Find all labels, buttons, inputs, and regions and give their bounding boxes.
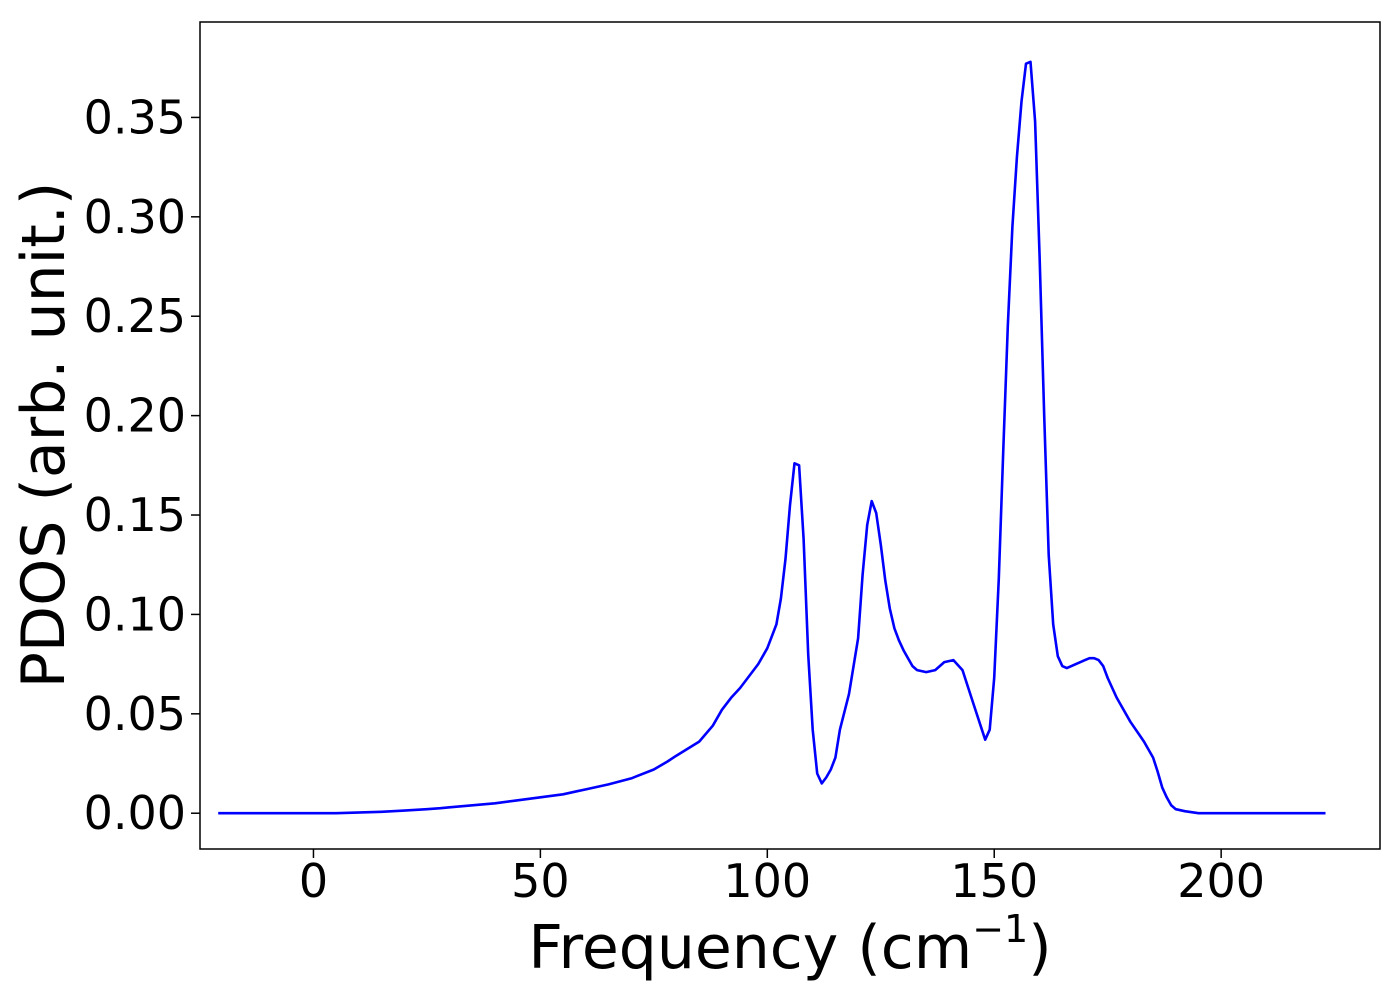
x-tick-label: 200 (1177, 854, 1265, 908)
x-tick-label: 50 (511, 854, 570, 908)
series-layer (218, 60, 1326, 815)
y-tick-label: 0.05 (84, 687, 186, 741)
y-axis-label: PDOS (arb. unit.) (9, 182, 79, 689)
y-tick-label: 0.30 (84, 190, 186, 244)
y-tick-label: 0.10 (84, 587, 186, 641)
y-tick-label: 0.25 (84, 289, 186, 343)
y-tick-label: 0.20 (84, 389, 186, 443)
x-tick-label: 150 (950, 854, 1038, 908)
x-tick-label: 100 (723, 854, 811, 908)
y-tick-label: 0.00 (84, 786, 186, 840)
x-axis-label: Frequency (cm−1) (528, 907, 1051, 983)
x-axis-ticks: 0 50 100 150 200 (299, 849, 1265, 908)
plot-frame (199, 21, 1381, 850)
y-axis-ticks: 0.00 0.05 0.10 0.15 0.20 0.25 0.30 0.35 (84, 90, 200, 840)
pdos-series-line (218, 60, 1326, 815)
x-tick-label: 0 (299, 854, 328, 908)
y-tick-label: 0.35 (84, 90, 186, 144)
y-tick-label: 0.15 (84, 488, 186, 542)
